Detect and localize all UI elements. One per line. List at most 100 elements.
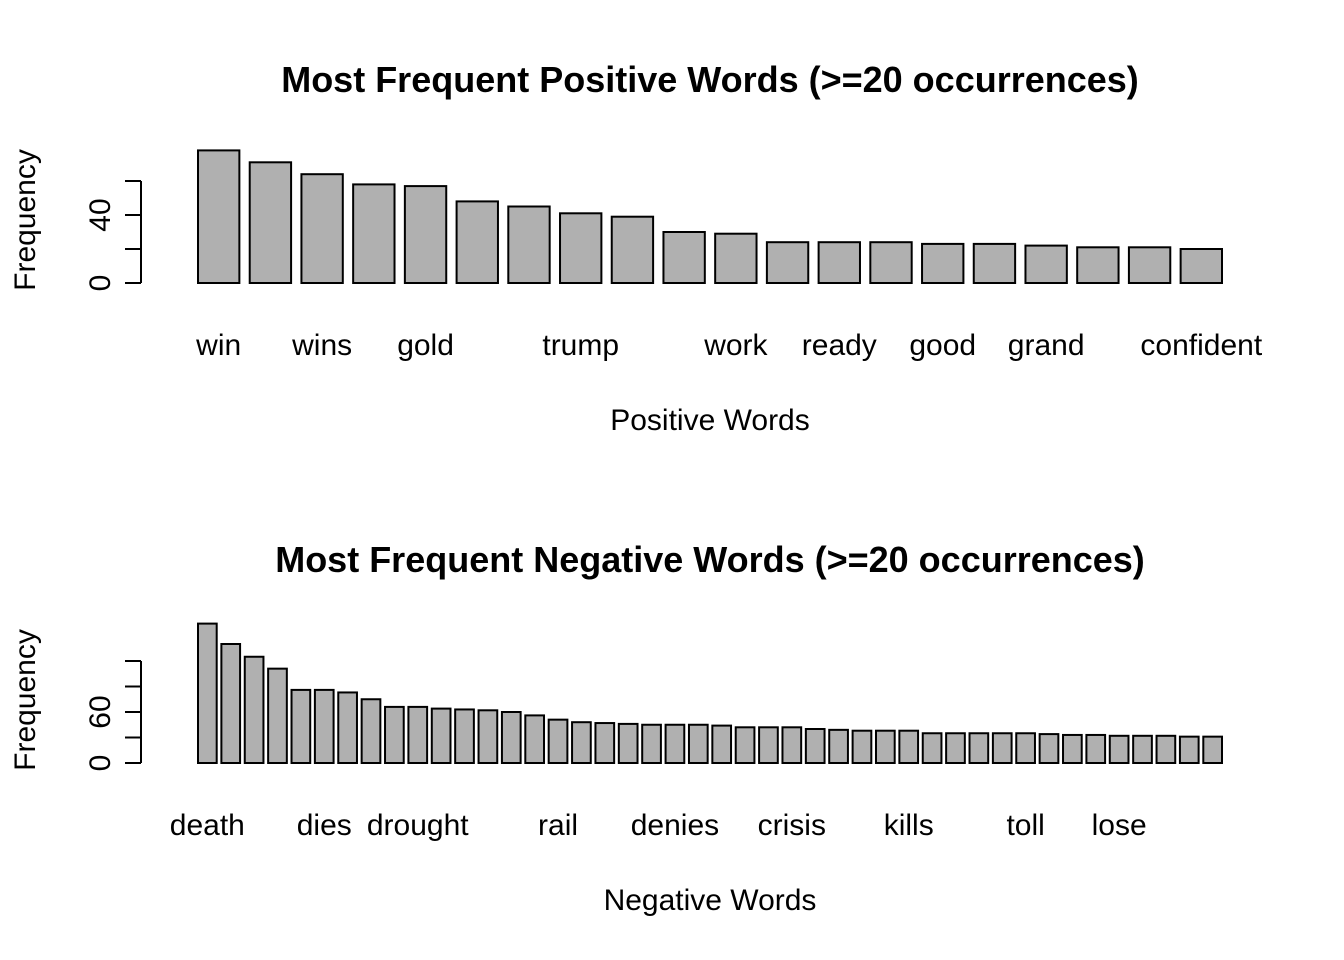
positive-bar xyxy=(972,242,1017,284)
positive-x-tick-labels: win wins gold trump work ready good grand confid… xyxy=(195,329,1263,362)
negative-category-label: kills xyxy=(884,809,934,842)
negative-bar xyxy=(337,691,358,765)
positive-bar xyxy=(1127,246,1172,285)
positive-bar xyxy=(662,231,706,284)
negative-bar xyxy=(407,705,429,765)
negative-bar xyxy=(758,726,779,764)
negative-bar xyxy=(477,709,499,764)
negative-category-label: dies xyxy=(297,809,352,842)
negative-category-label: denies xyxy=(631,809,719,842)
negative-bar xyxy=(290,688,312,765)
negative-bar xyxy=(1132,734,1153,764)
positive-chart-title: Most Frequent Positive Words (>=20 occur… xyxy=(281,59,1139,100)
negative-bar xyxy=(968,732,990,764)
positive-words-panel: Most Frequent Positive Words (>=20 occur… xyxy=(9,59,1263,437)
negative-bar xyxy=(1062,733,1083,765)
negative-bar xyxy=(547,718,569,765)
positive-bar xyxy=(817,241,861,284)
positive-bar xyxy=(403,185,448,285)
positive-bar xyxy=(248,161,293,284)
negative-bar xyxy=(243,655,265,764)
negative-bar xyxy=(641,723,662,764)
positive-bar xyxy=(1179,248,1224,284)
positive-category-label: ready xyxy=(802,329,877,362)
negative-bar xyxy=(1108,734,1130,764)
positive-bar xyxy=(352,183,396,284)
positive-bar xyxy=(765,241,810,284)
negative-bar xyxy=(360,698,382,764)
negative-category-label: toll xyxy=(1006,809,1044,842)
negative-bar xyxy=(1015,732,1036,764)
negative-bar xyxy=(945,732,966,764)
positive-y-axis: 0 40 xyxy=(84,180,142,292)
positive-category-label: good xyxy=(909,329,976,362)
negative-words-panel: Most Frequent Negative Words (>=20 occur… xyxy=(9,539,1224,917)
negative-bar xyxy=(1038,733,1060,764)
negative-y-tick-label: 60 xyxy=(84,695,117,728)
positive-category-label: confident xyxy=(1140,329,1262,362)
negative-bar xyxy=(197,622,218,764)
negative-category-label: lose xyxy=(1092,809,1147,842)
negative-bar xyxy=(571,721,592,765)
positive-category-label: win xyxy=(195,329,241,362)
negative-bar xyxy=(781,726,803,764)
positive-bar xyxy=(455,200,499,284)
positive-y-axis-title: Frequency xyxy=(9,149,42,291)
positive-bar xyxy=(507,205,551,284)
negative-bar xyxy=(921,732,943,764)
positive-category-label: grand xyxy=(1008,329,1085,362)
negative-bar xyxy=(524,714,546,765)
negative-bar xyxy=(898,729,920,765)
negative-bar xyxy=(804,728,826,764)
negative-bar xyxy=(1085,733,1107,765)
negative-y-axis: 0 60 xyxy=(84,660,142,772)
negative-bar xyxy=(267,667,288,765)
negative-bar xyxy=(1155,734,1177,764)
negative-bars xyxy=(197,622,1224,765)
positive-x-axis-title: Positive Words xyxy=(610,404,810,437)
negative-category-label: death xyxy=(170,809,245,842)
negative-bar xyxy=(430,707,452,764)
positive-category-label: trump xyxy=(542,329,619,362)
negative-y-axis-title: Frequency xyxy=(9,629,42,771)
negative-bar xyxy=(1202,735,1224,765)
negative-bar xyxy=(711,724,733,764)
positive-bar xyxy=(1076,246,1120,285)
positive-bar xyxy=(559,212,603,284)
negative-bar xyxy=(594,722,616,764)
positive-bar xyxy=(714,232,758,284)
negative-bar xyxy=(1178,735,1200,765)
negative-category-label: rail xyxy=(538,809,578,842)
positive-bar xyxy=(300,173,344,284)
negative-bar xyxy=(828,728,849,764)
negative-x-tick-labels: death dies drought rail denies crisis kills tol… xyxy=(170,809,1147,842)
positive-category-label: gold xyxy=(397,329,454,362)
positive-category-label: wins xyxy=(291,329,352,362)
negative-category-label: drought xyxy=(367,809,469,842)
negative-bar xyxy=(220,643,242,764)
positive-bars xyxy=(197,149,1224,285)
positive-bar xyxy=(610,215,655,284)
positive-bar xyxy=(1024,244,1068,285)
negative-bar xyxy=(384,705,405,765)
negative-bar xyxy=(664,723,686,764)
positive-y-tick-label: 40 xyxy=(84,198,117,231)
positive-category-label: work xyxy=(703,329,768,362)
negative-bar xyxy=(617,722,639,765)
positive-bar xyxy=(921,242,965,284)
positive-bar xyxy=(197,149,241,284)
negative-bar xyxy=(734,726,756,764)
negative-x-axis-title: Negative Words xyxy=(604,884,817,917)
negative-chart-title: Most Frequent Negative Words (>=20 occur… xyxy=(275,539,1145,580)
negative-bar xyxy=(313,688,335,765)
negative-bar xyxy=(454,708,475,765)
negative-bar xyxy=(991,732,1013,764)
negative-bar xyxy=(500,711,522,764)
negative-bar xyxy=(687,723,709,764)
negative-y-tick-label: 0 xyxy=(84,755,117,772)
positive-bar xyxy=(869,241,913,284)
positive-y-tick-label: 0 xyxy=(84,275,117,292)
negative-bar xyxy=(874,729,896,765)
negative-bar xyxy=(851,729,873,765)
